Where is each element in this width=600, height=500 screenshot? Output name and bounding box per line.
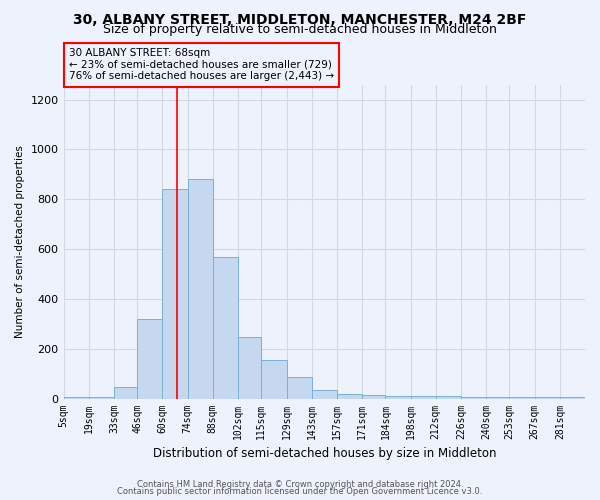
- Bar: [238, 338, 262, 398]
- Bar: [337, 394, 362, 398]
- Text: 30 ALBANY STREET: 68sqm
← 23% of semi-detached houses are smaller (729)
76% of s: 30 ALBANY STREET: 68sqm ← 23% of semi-de…: [69, 48, 334, 82]
- Bar: [163, 189, 188, 398]
- Text: 30, ALBANY STREET, MIDDLETON, MANCHESTER, M24 2BF: 30, ALBANY STREET, MIDDLETON, MANCHESTER…: [73, 12, 527, 26]
- Y-axis label: Number of semi-detached properties: Number of semi-detached properties: [15, 145, 25, 338]
- Text: Contains public sector information licensed under the Open Government Licence v3: Contains public sector information licen…: [118, 487, 482, 496]
- Bar: [262, 360, 287, 399]
- Text: Contains HM Land Registry data © Crown copyright and database right 2024.: Contains HM Land Registry data © Crown c…: [137, 480, 463, 489]
- Bar: [114, 388, 137, 398]
- Bar: [213, 256, 238, 398]
- Bar: [436, 396, 461, 398]
- Bar: [385, 396, 410, 398]
- Bar: [287, 378, 311, 398]
- Bar: [410, 396, 436, 398]
- Text: Size of property relative to semi-detached houses in Middleton: Size of property relative to semi-detach…: [103, 24, 497, 36]
- Bar: [311, 390, 337, 398]
- X-axis label: Distribution of semi-detached houses by size in Middleton: Distribution of semi-detached houses by …: [152, 447, 496, 460]
- Bar: [137, 319, 163, 398]
- Bar: [188, 180, 213, 398]
- Bar: [362, 395, 385, 398]
